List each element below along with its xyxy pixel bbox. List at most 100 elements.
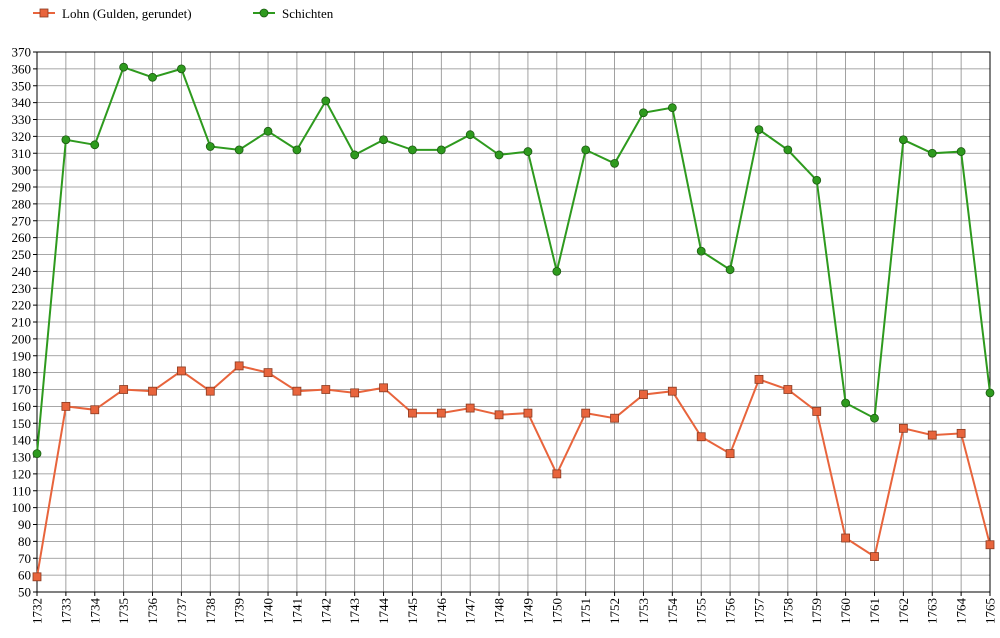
y-tick-label: 90 xyxy=(18,517,31,532)
data-point xyxy=(523,147,533,156)
y-tick-label: 330 xyxy=(12,112,32,127)
data-point xyxy=(783,145,793,155)
data-point xyxy=(234,145,244,155)
y-tick-label: 70 xyxy=(18,551,31,566)
data-point xyxy=(754,374,764,384)
series-1 xyxy=(32,62,995,459)
series-layer xyxy=(32,62,995,582)
data-point xyxy=(552,266,562,276)
x-tick-label: 1744 xyxy=(376,598,391,625)
data-point xyxy=(32,449,42,459)
data-point xyxy=(667,386,677,396)
data-point xyxy=(176,64,186,74)
y-tick-label: 200 xyxy=(12,331,32,346)
data-point xyxy=(176,366,186,376)
data-point xyxy=(725,265,735,275)
y-tick-label: 210 xyxy=(12,315,32,330)
legend-marker-lohn xyxy=(39,8,49,18)
y-tick-label: 160 xyxy=(12,399,32,414)
x-tick-label: 1761 xyxy=(867,598,882,624)
legend-label-lohn: Lohn (Gulden, gerundet) xyxy=(62,6,192,21)
legend-item-lohn: Lohn (Gulden, gerundet) xyxy=(33,6,192,21)
data-point xyxy=(321,385,331,394)
data-point xyxy=(523,408,533,418)
y-tick-label: 260 xyxy=(12,230,32,245)
x-tick-label: 1745 xyxy=(405,598,420,624)
x-tick-label: 1748 xyxy=(492,598,507,624)
data-point xyxy=(119,62,129,72)
data-point xyxy=(898,423,908,433)
x-tick-label: 1733 xyxy=(58,598,73,624)
y-tick-label: 310 xyxy=(12,146,32,161)
x-tick-label: 1740 xyxy=(261,598,276,624)
data-point xyxy=(841,533,851,543)
y-tick-label: 240 xyxy=(12,264,32,279)
data-point xyxy=(783,385,793,394)
data-point xyxy=(205,386,215,396)
data-point xyxy=(61,401,71,411)
data-point xyxy=(350,388,360,398)
plot-frame xyxy=(36,51,991,593)
data-point xyxy=(350,150,360,160)
y-tick-label: 230 xyxy=(12,281,32,296)
y-tick-label: 320 xyxy=(12,129,32,144)
y-tick-label: 140 xyxy=(12,433,32,448)
x-tick-label: 1747 xyxy=(463,598,478,625)
data-point xyxy=(812,175,822,185)
y-tick-label: 250 xyxy=(12,247,32,262)
y-tick-label: 80 xyxy=(18,534,31,549)
x-tick-label: 1743 xyxy=(347,598,362,624)
y-tick-label: 110 xyxy=(12,483,31,498)
data-point xyxy=(90,405,100,415)
series-line xyxy=(36,65,991,454)
data-point xyxy=(639,108,648,118)
data-point xyxy=(927,148,937,158)
y-tick-label: 60 xyxy=(18,568,31,583)
y-tick-label: 120 xyxy=(12,466,32,481)
data-point xyxy=(927,430,937,440)
data-point xyxy=(956,147,966,156)
data-point xyxy=(581,408,591,418)
data-point xyxy=(61,135,71,145)
x-tick-label: 1756 xyxy=(723,598,738,625)
x-tick-label: 1749 xyxy=(520,598,535,624)
data-point xyxy=(408,408,417,418)
x-tick-label: 1765 xyxy=(983,598,998,624)
x-tick-label: 1742 xyxy=(318,598,333,624)
data-point xyxy=(292,145,302,155)
y-tick-label: 360 xyxy=(12,61,32,76)
y-tick-label: 180 xyxy=(12,365,32,380)
data-point xyxy=(667,103,677,113)
data-point xyxy=(841,398,851,408)
data-point xyxy=(725,449,735,459)
legend-item-schichten: Schichten xyxy=(253,6,334,21)
data-point xyxy=(465,403,475,413)
data-point xyxy=(321,96,331,106)
x-tick-label: 1735 xyxy=(116,598,131,624)
y-tick-label: 130 xyxy=(12,450,32,465)
x-tick-label: 1763 xyxy=(925,598,940,624)
y-tick-label: 300 xyxy=(12,163,32,178)
y-tick-label: 220 xyxy=(12,298,32,313)
data-point xyxy=(465,130,475,140)
x-tick-label: 1736 xyxy=(145,598,160,625)
x-tick-label: 1752 xyxy=(607,598,622,624)
legend-label-schichten: Schichten xyxy=(282,6,334,21)
data-point xyxy=(379,135,388,145)
data-point xyxy=(610,158,619,168)
x-tick-label: 1762 xyxy=(896,598,911,624)
y-tick-label: 50 xyxy=(18,585,31,600)
data-point xyxy=(870,413,879,423)
data-point xyxy=(696,246,706,256)
data-point xyxy=(812,407,822,416)
y-tick-label: 100 xyxy=(12,500,32,515)
x-tick-label: 1757 xyxy=(751,598,766,625)
y-tick-label: 290 xyxy=(12,180,32,195)
data-point xyxy=(379,383,388,393)
data-point xyxy=(90,140,100,150)
data-point xyxy=(898,135,908,145)
y-tick-label: 170 xyxy=(12,382,32,397)
data-point xyxy=(436,145,446,155)
grid xyxy=(36,51,991,593)
